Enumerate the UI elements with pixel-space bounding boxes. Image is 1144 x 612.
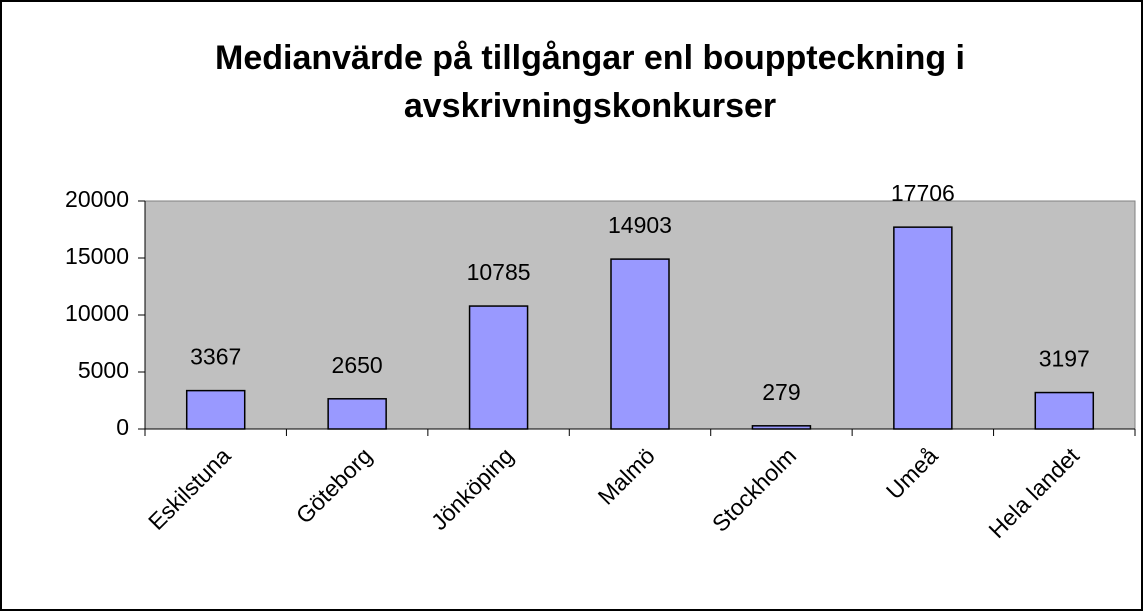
y-tick-label: 15000 (65, 243, 129, 269)
data-label: 10785 (467, 259, 531, 285)
data-label: 17706 (891, 180, 955, 206)
bar (610, 258, 670, 430)
data-label: 3197 (1039, 346, 1090, 372)
data-label: 279 (762, 379, 800, 405)
y-tick-label: 20000 (65, 186, 129, 212)
chart-title: Medianvärde på tillgångar enl bouppteckn… (215, 39, 965, 77)
y-tick-label: 5000 (78, 357, 129, 383)
bar (1034, 391, 1095, 430)
y-tick-label: 10000 (65, 300, 129, 326)
data-label: 14903 (608, 212, 672, 238)
bar (327, 398, 387, 430)
data-label: 2650 (332, 352, 383, 378)
bar (893, 226, 953, 430)
chart-title: avskrivningskonkurser (404, 87, 776, 125)
bar (751, 425, 812, 430)
data-label: 3367 (190, 344, 241, 370)
bar (468, 305, 529, 430)
y-tick-label: 0 (116, 414, 129, 440)
bar (185, 389, 246, 430)
